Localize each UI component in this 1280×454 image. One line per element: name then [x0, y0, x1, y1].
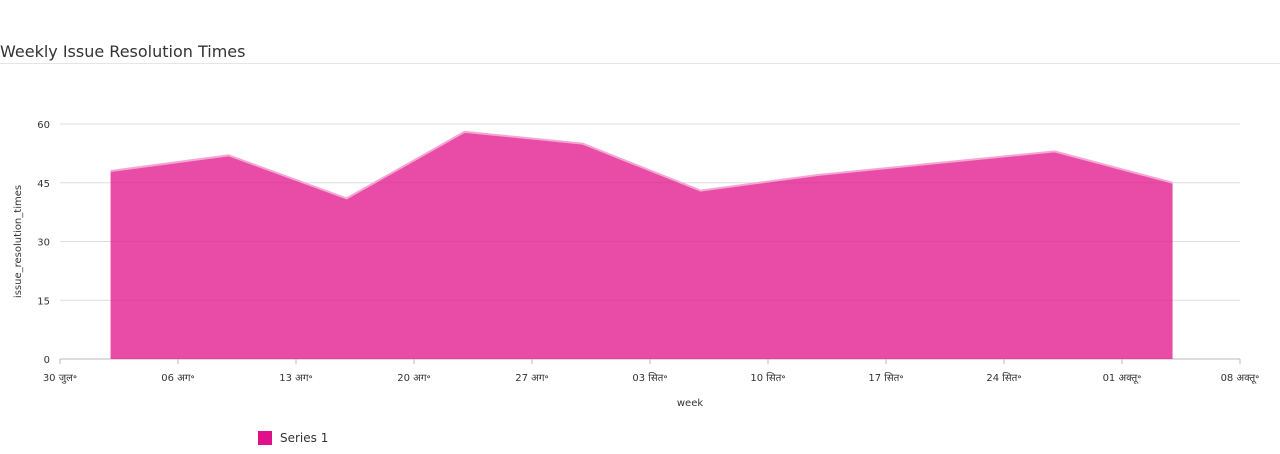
x-tick-label: 30 जुल॰: [43, 373, 77, 384]
chart-title: Weekly Issue Resolution Times: [0, 42, 246, 61]
x-tick-label: 17 सित॰: [868, 372, 903, 384]
y-tick-label: 60: [37, 120, 50, 131]
y-tick-label: 15: [37, 296, 50, 307]
x-tick-label: 06 अग॰: [161, 373, 194, 384]
x-tick-label: 13 अग॰: [279, 373, 312, 384]
series-line: [110, 130, 1173, 200]
x-tick-label: 27 अग॰: [515, 373, 548, 384]
x-tick-label: 01 अक्तू॰: [1103, 373, 1142, 384]
y-axis-label: issue_resolution_times: [13, 185, 24, 298]
y-tick-label: 30: [37, 238, 50, 249]
legend-swatch-series-1: [258, 431, 272, 445]
legend-label-series-1: Series 1: [280, 431, 329, 445]
x-tick-label: 24 सित॰: [986, 372, 1021, 384]
x-tick-label: 20 अग॰: [397, 373, 430, 384]
x-tick-label: 10 सित॰: [750, 372, 785, 384]
title-divider: [0, 63, 1280, 64]
x-tick-label: 03 सित॰: [632, 372, 667, 384]
series-area: [110, 131, 1173, 359]
legend[interactable]: Series 1: [258, 431, 328, 445]
x-axis-label: week: [677, 398, 703, 409]
y-tick-label: 0: [44, 355, 50, 366]
y-tick-label: 45: [37, 179, 50, 190]
x-tick-label: 08 अक्तू॰: [1221, 373, 1260, 384]
